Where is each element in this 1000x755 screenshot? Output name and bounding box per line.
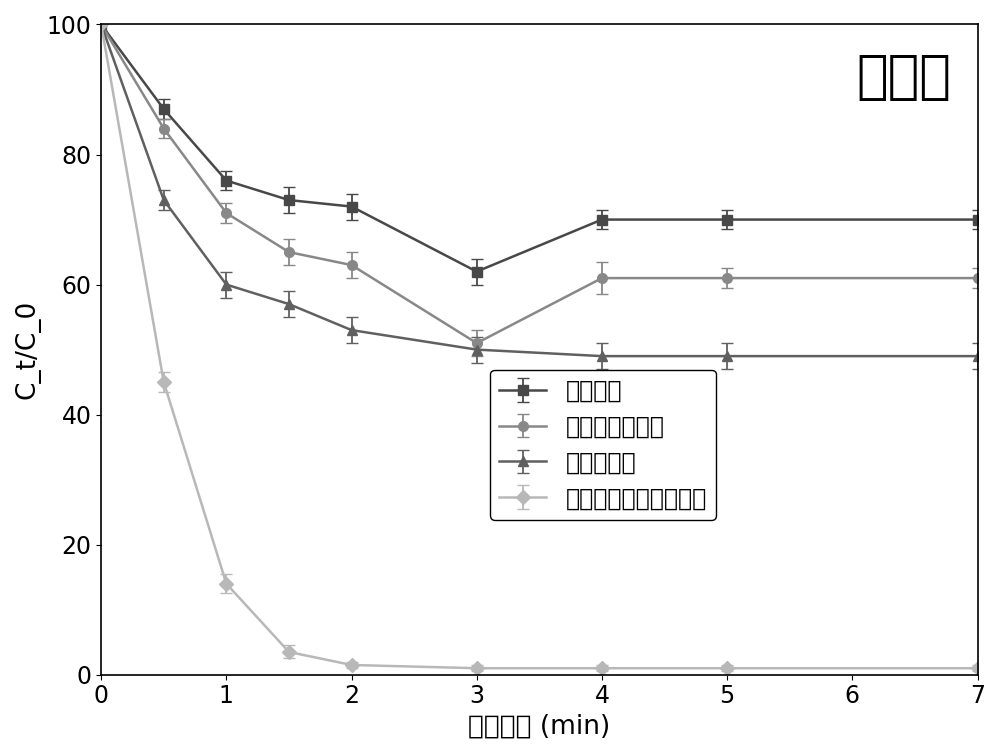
Text: 甲基橙: 甲基橙 xyxy=(856,51,951,103)
Y-axis label: C_t/C_0: C_t/C_0 xyxy=(15,300,41,399)
X-axis label: 反应时间 (min): 反应时间 (min) xyxy=(468,714,610,740)
Legend: 碳基材料, 氮掺杂碳基材料, 纳米零价铁, 铁改性氮掺杂碳基材料: 碳基材料, 氮掺杂碳基材料, 纳米零价铁, 铁改性氮掺杂碳基材料 xyxy=(490,369,716,520)
